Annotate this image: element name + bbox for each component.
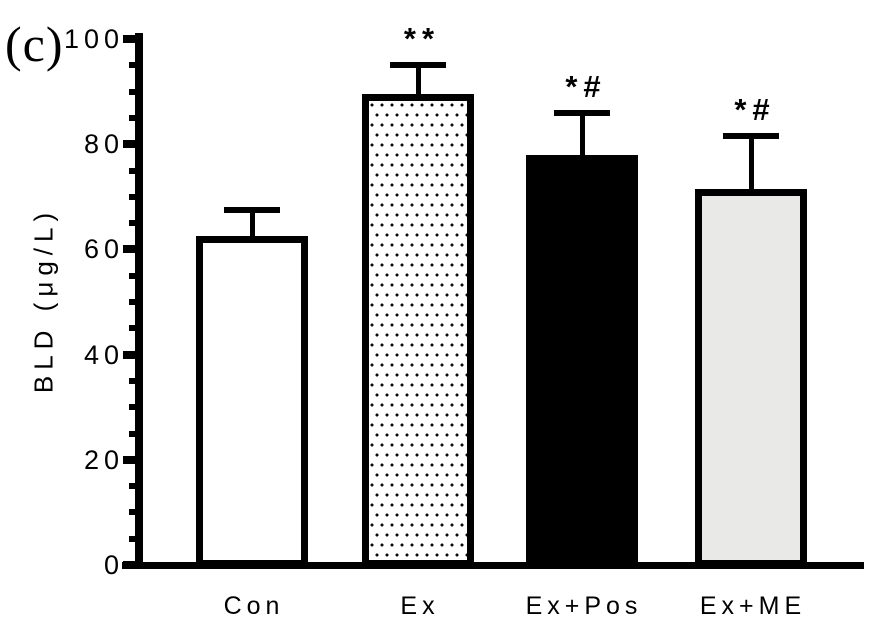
error-bar-stem (579, 112, 585, 155)
bar-ex-pos (526, 154, 638, 567)
y-axis-title: BLD (μg/L) (28, 206, 59, 394)
x-axis-line (122, 562, 864, 569)
bar-con (196, 236, 308, 567)
error-bar-stem (415, 65, 421, 95)
y-axis-line (135, 33, 143, 568)
y-minor-tick (129, 535, 138, 542)
y-major-tick (123, 350, 138, 359)
x-axis-label: Ex+Pos (525, 592, 643, 620)
y-major-tick (123, 561, 138, 569)
y-tick-label: 20 (83, 444, 124, 475)
panel-label: (c) (5, 16, 64, 72)
y-minor-tick (129, 193, 138, 200)
bar-ex (362, 94, 474, 567)
y-major-tick (123, 35, 138, 43)
significance-label: *# (734, 92, 776, 128)
error-bar-stem (748, 136, 754, 189)
error-bar-cap (723, 133, 779, 140)
y-minor-tick (129, 62, 138, 69)
y-major-tick (123, 140, 138, 149)
y-minor-tick (129, 88, 138, 95)
y-minor-tick (129, 167, 138, 174)
x-axis-label: Ex+ME (699, 592, 807, 620)
error-bar-cap (554, 109, 610, 116)
y-minor-tick (129, 114, 138, 121)
error-bar-cap (224, 206, 280, 213)
y-minor-tick (129, 483, 138, 490)
error-bar-stem (249, 209, 255, 237)
y-tick-label: 40 (83, 339, 124, 370)
y-tick-label: 80 (83, 129, 124, 160)
y-major-tick (123, 455, 138, 464)
bar-ex-me (695, 188, 807, 567)
significance-label: ** (403, 21, 441, 57)
y-major-tick (123, 245, 138, 254)
y-minor-tick (129, 377, 138, 384)
x-axis-label: Ex (400, 592, 440, 620)
x-axis-label: Con (223, 592, 285, 620)
y-minor-tick (129, 299, 138, 305)
y-minor-tick (129, 404, 138, 411)
y-tick-label: 0 (103, 550, 124, 580)
y-minor-tick (129, 272, 138, 279)
y-tick-label: 60 (83, 234, 124, 265)
significance-label: *# (565, 68, 607, 104)
y-minor-tick (129, 430, 138, 437)
y-minor-tick (129, 325, 138, 332)
y-minor-tick (129, 220, 138, 227)
y-minor-tick (129, 509, 138, 516)
y-tick-label: 100 (63, 24, 124, 54)
error-bar-cap (390, 62, 446, 69)
